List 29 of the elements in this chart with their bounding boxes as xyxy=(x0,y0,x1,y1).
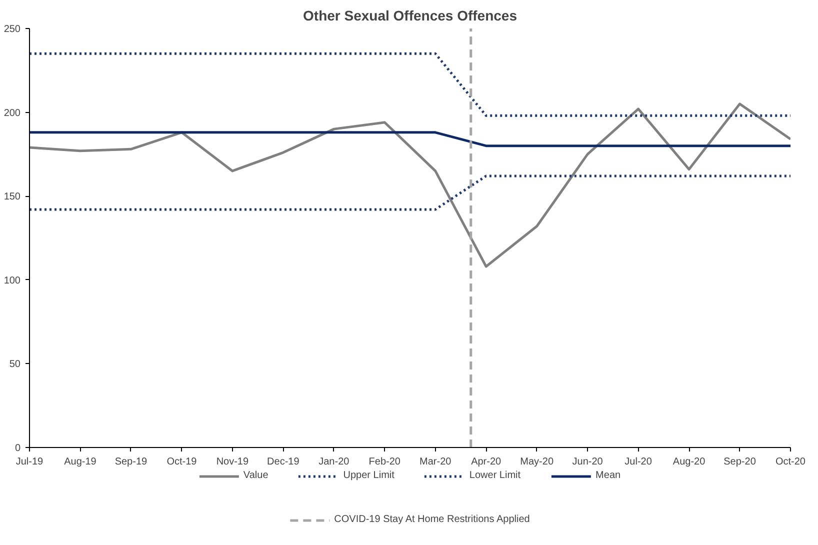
x-tick-label: Sep-20 xyxy=(724,456,756,468)
x-tick-label: Oct-19 xyxy=(166,456,198,468)
x-tick-label: Sep-19 xyxy=(114,456,148,468)
y-tick-label: 150 xyxy=(4,192,21,203)
y-tick-label: 0 xyxy=(14,443,21,454)
legend-label: Mean xyxy=(596,470,621,481)
x-tick-label: Mar-20 xyxy=(420,456,452,468)
line-series xyxy=(30,102,790,268)
x-tick-label: Apr-20 xyxy=(471,456,502,468)
x-tick-label: Aug-20 xyxy=(672,456,706,468)
x-tick-label: Jun-20 xyxy=(572,456,604,468)
legend-label: Value xyxy=(243,470,268,481)
legend-label: Lower Limit xyxy=(469,470,521,481)
x-tick-label: Nov-19 xyxy=(216,456,249,468)
y-tick-label: 200 xyxy=(4,108,21,119)
y-tick-label: 50 xyxy=(9,359,21,370)
legend-label: Upper Limit xyxy=(343,470,394,481)
y-tick-label: 250 xyxy=(4,24,21,35)
x-tick-label: May-20 xyxy=(520,456,554,468)
x-tick-label: Jul-20 xyxy=(624,456,652,468)
x-tick-label: Oct-20 xyxy=(775,456,806,468)
legend-label: COVID-19 Stay At Home Restritions Applied xyxy=(334,514,530,525)
x-tick-label: Dec-19 xyxy=(267,456,300,468)
chart-title: Other Sexual Offences Offences xyxy=(303,8,518,24)
x-tick-label: Feb-20 xyxy=(368,456,401,468)
x-tick-label: Jul-19 xyxy=(16,456,44,468)
y-tick-label: 100 xyxy=(4,275,21,286)
x-tick-label: Jan-20 xyxy=(318,456,350,468)
x-tick-label: Aug-19 xyxy=(64,456,97,468)
